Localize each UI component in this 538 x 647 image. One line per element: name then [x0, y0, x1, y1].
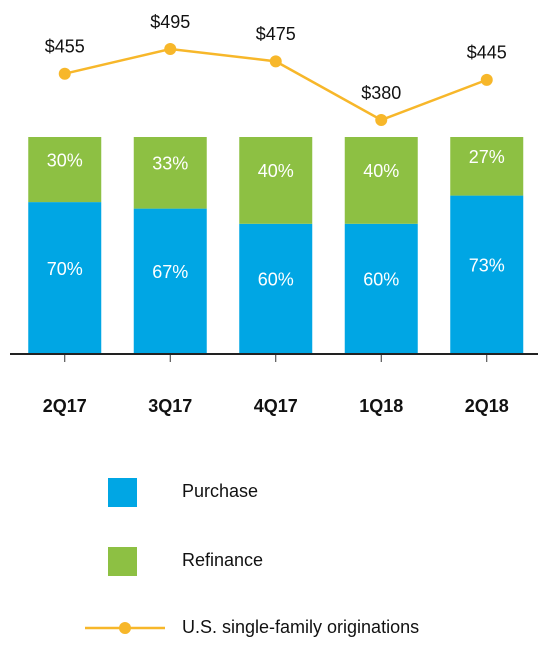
data-label: $455: [45, 36, 85, 56]
x-tick-label: 4Q17: [254, 396, 298, 416]
line-point: [480, 73, 493, 86]
line-point: [269, 55, 282, 68]
bar-segment: [344, 137, 418, 224]
data-label: $495: [150, 12, 190, 32]
legend-swatch: [108, 478, 137, 507]
line-point: [164, 43, 177, 55]
data-label: 60%: [363, 270, 399, 290]
x-tick-label: 2Q18: [465, 396, 509, 416]
data-label: 73%: [469, 256, 505, 276]
bar-segment: [450, 195, 524, 354]
bar-segment: [133, 208, 207, 354]
data-label: 70%: [47, 259, 83, 279]
data-label: 30%: [47, 150, 83, 170]
bar-segment: [28, 137, 102, 203]
data-label: $475: [256, 24, 296, 44]
data-label: 60%: [258, 270, 294, 290]
data-label: 27%: [469, 147, 505, 167]
legend-marker: [119, 622, 131, 634]
data-label: 33%: [152, 154, 188, 174]
data-label: 67%: [152, 262, 188, 282]
data-label: $380: [361, 83, 401, 103]
legend-label: Purchase: [182, 481, 258, 501]
bar-segment: [239, 223, 313, 354]
bar-segment: [133, 137, 207, 209]
x-tick-label: 2Q17: [43, 396, 87, 416]
line-point: [58, 67, 71, 80]
data-label: 40%: [258, 161, 294, 181]
bar-segment: [450, 137, 524, 196]
line-point: [375, 114, 388, 126]
legend-label: U.S. single-family originations: [182, 617, 419, 637]
bar-segment: [344, 223, 418, 354]
legend-label: Refinance: [182, 550, 263, 570]
bar-segment: [28, 202, 102, 354]
data-label: 40%: [363, 161, 399, 181]
bar-segment: [239, 137, 313, 224]
data-label: $445: [467, 43, 507, 63]
x-tick-label: 1Q18: [359, 396, 403, 416]
legend-swatch: [108, 547, 137, 576]
x-tick-label: 3Q17: [148, 396, 192, 416]
